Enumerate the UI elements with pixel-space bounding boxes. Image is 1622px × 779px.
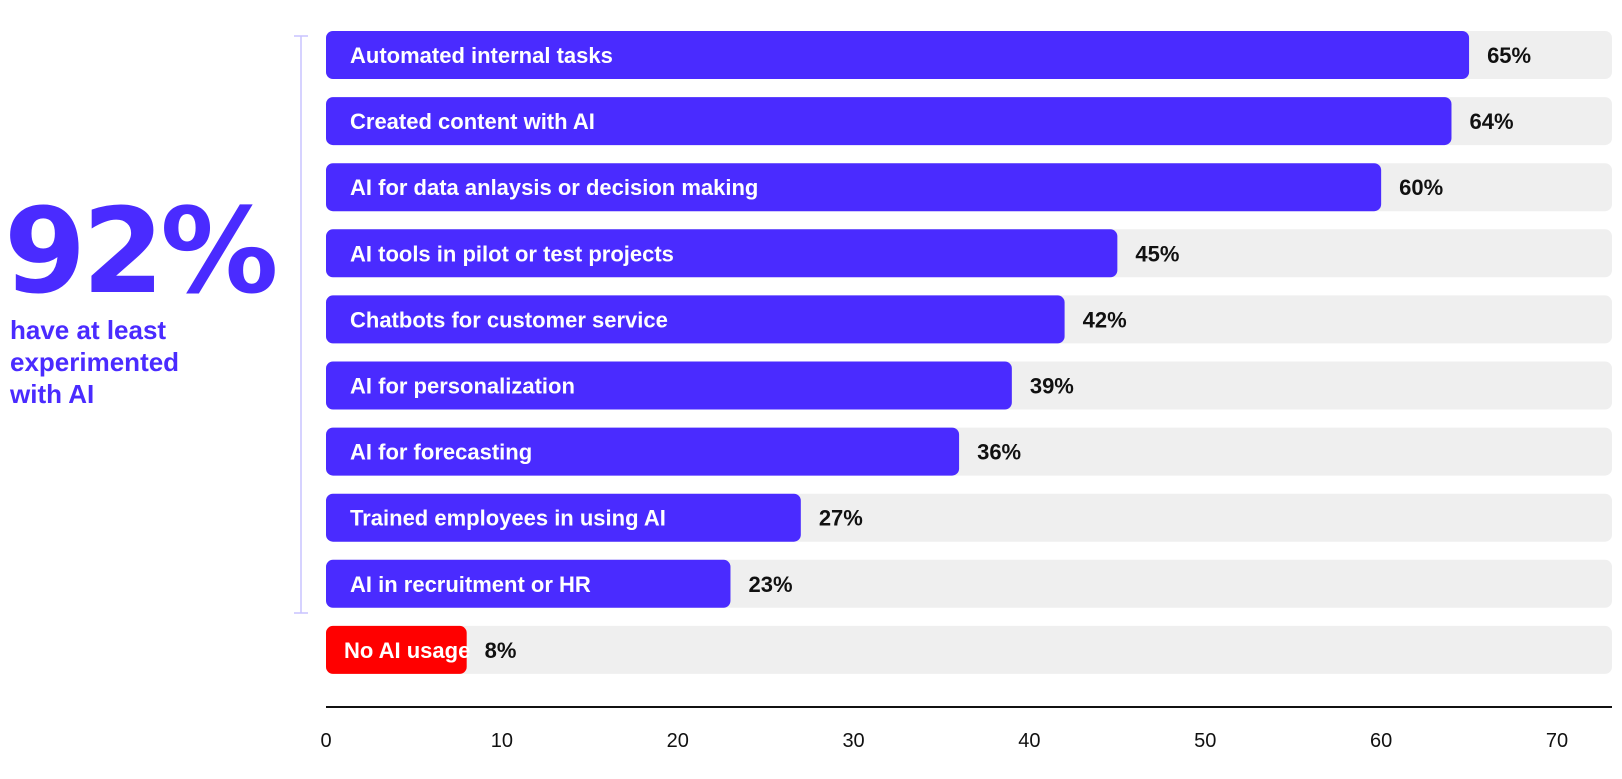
bar <box>326 97 1452 146</box>
bar-value-label: 60% <box>1399 175 1443 200</box>
bar-category-label: No AI usage <box>344 638 470 663</box>
bar <box>326 493 801 542</box>
bar <box>326 361 1012 410</box>
bar-value-label: 64% <box>1469 109 1513 134</box>
headline-percentage: 92% <box>4 182 275 320</box>
bar-category-label: AI for data anlaysis or decision making <box>350 175 758 200</box>
headline-caption-line-2: experimented <box>10 347 179 377</box>
x-axis: 0 10 20 30 40 50 60 70 <box>320 706 1612 752</box>
bar-category-label: Chatbots for customer service <box>350 307 668 332</box>
bar-value-label: 39% <box>1030 374 1074 399</box>
bar-value-label: 65% <box>1487 43 1531 68</box>
bar <box>326 559 731 608</box>
bar <box>326 625 467 674</box>
bar-category-label: AI for personalization <box>350 374 575 399</box>
x-tick-label: 60 <box>1370 730 1392 752</box>
x-tick-label: 40 <box>1018 730 1040 752</box>
bar-value-label: 45% <box>1135 241 1179 266</box>
x-tick-label: 50 <box>1194 730 1216 752</box>
experimented-bracket <box>294 35 308 614</box>
bar-category-label: Trained employees in using AI <box>350 506 666 531</box>
bar <box>326 229 1118 278</box>
headline-caption-line-3: with AI <box>9 379 94 409</box>
bar-value-label: 36% <box>977 440 1021 465</box>
bar-value-label: 27% <box>819 506 863 531</box>
x-tick-label: 20 <box>667 730 689 752</box>
bar-category-label: AI for forecasting <box>350 440 532 465</box>
bar-category-label: AI tools in pilot or test projects <box>350 241 674 266</box>
bars-group: Automated internal tasks 65% Created conte… <box>326 31 1612 674</box>
bar-track <box>326 625 1612 674</box>
bar-value-label: 23% <box>748 572 792 597</box>
headline-stat: 92% have at least experimented with AI <box>4 182 279 409</box>
bar-value-label: 8% <box>485 638 517 663</box>
headline-caption-line-1: have at least <box>10 315 166 345</box>
bar <box>326 427 960 476</box>
x-tick-label: 70 <box>1546 730 1568 752</box>
bar-category-label: Automated internal tasks <box>350 43 613 68</box>
bar <box>326 31 1470 79</box>
x-tick-label: 30 <box>842 730 864 752</box>
bar <box>326 295 1065 344</box>
bar-category-label: AI in recruitment or HR <box>350 572 591 597</box>
bar-category-label: Created content with AI <box>350 109 595 134</box>
x-tick-label: 10 <box>491 730 513 752</box>
bar-value-label: 42% <box>1083 307 1127 332</box>
bar <box>326 163 1382 212</box>
x-tick-label: 0 <box>320 730 331 752</box>
